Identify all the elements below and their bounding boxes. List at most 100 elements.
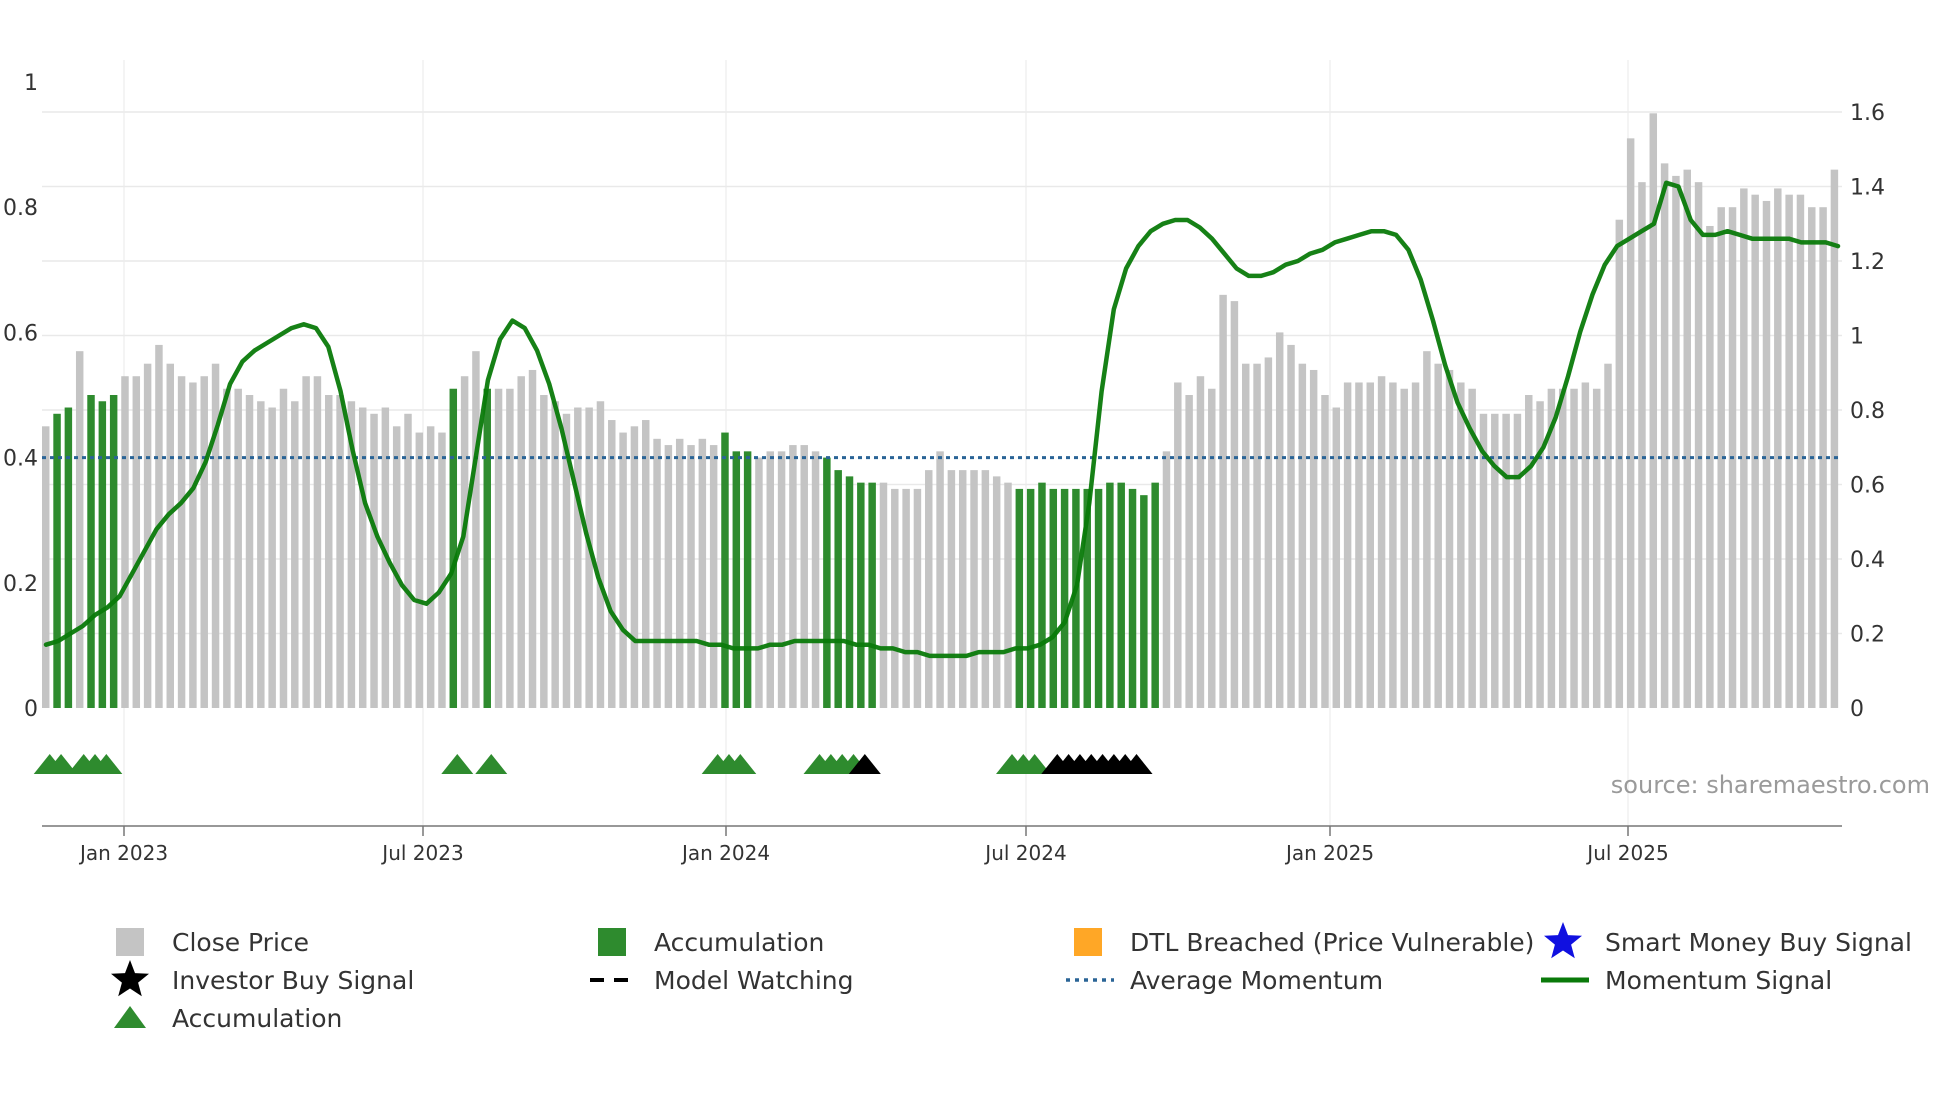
accumulation-bar <box>1094 488 1103 708</box>
source-label: source: sharemaestro.com <box>1611 771 1930 799</box>
signal-markers <box>33 754 1153 774</box>
close-price-bar <box>551 401 559 708</box>
close-price-bar <box>992 476 1001 708</box>
y-left-tick-label: 0 <box>24 697 38 722</box>
y-right-tick-label: 0.2 <box>1850 623 1885 648</box>
accumulation-bar <box>483 388 491 708</box>
accumulation-bar <box>1106 482 1114 708</box>
close-price-bar <box>211 363 220 708</box>
close-price-bar <box>1445 369 1454 708</box>
close-price-bar <box>1298 363 1307 708</box>
close-price-bar <box>143 363 152 708</box>
close-price-legend-swatch <box>116 928 144 956</box>
close-price-bar <box>1525 395 1533 708</box>
y-axis-right: 0 0.2 0.4 0.6 0.8 1 1.2 1.4 1.6 <box>1850 101 1885 722</box>
close-price-bar <box>1423 351 1431 708</box>
close-price-bar <box>506 388 514 708</box>
close-price-bar <box>925 470 933 708</box>
y-left-tick-label: 0.6 <box>3 321 38 346</box>
close-price-bar <box>291 401 299 708</box>
close-price-bar <box>1660 163 1669 708</box>
close-price-bar <box>1558 388 1567 708</box>
close-price-bar <box>709 445 718 708</box>
accumulation-bar <box>823 457 831 708</box>
close-price-bar <box>1389 382 1397 708</box>
close-price-bar <box>404 413 412 708</box>
close-price-bar <box>1479 413 1488 708</box>
close-price-bar <box>970 470 978 708</box>
accumulation-bar <box>743 451 752 708</box>
accumulation-bar <box>87 395 95 708</box>
close-price-bar <box>789 445 797 708</box>
close-price-bar <box>1275 332 1284 708</box>
close-price-bar <box>596 401 605 708</box>
close-price-bar <box>1513 413 1522 708</box>
close-price-bar <box>913 488 922 708</box>
close-price-bar <box>313 376 322 708</box>
momentum-signal-line <box>43 180 1841 659</box>
close-price-bar <box>223 388 231 708</box>
accumulation-triangle-icon <box>114 1006 146 1028</box>
close-price-bar <box>879 482 888 708</box>
y-right-tick-label: 0.6 <box>1850 474 1885 499</box>
close-price-bar <box>177 376 186 708</box>
close-price-bar <box>1592 388 1601 708</box>
close-price-bar <box>653 438 661 708</box>
accumulation-bar <box>1049 488 1058 708</box>
close-price-bar <box>1287 344 1295 708</box>
legend-label-smart_money: Smart Money Buy Signal <box>1605 928 1912 957</box>
close-price-bar <box>1649 113 1658 709</box>
close-price-bar <box>392 426 401 708</box>
close-price-bar <box>1694 182 1703 708</box>
close-price-bar <box>1774 188 1782 709</box>
close-price-bar <box>1185 395 1193 708</box>
y-right-tick-label: 1.6 <box>1850 101 1885 126</box>
close-price-bar <box>1762 200 1771 708</box>
y-left-tick-label: 0.2 <box>3 572 38 597</box>
close-price-bar <box>642 420 650 708</box>
accumulation-bar <box>1128 488 1137 708</box>
legend-label-momentum_signal: Momentum Signal <box>1605 966 1832 995</box>
accumulation-bar <box>834 470 842 708</box>
close-price-bar <box>1536 401 1544 708</box>
close-price-bar <box>1332 407 1341 708</box>
y-right-tick-label: 1 <box>1850 325 1864 350</box>
close-price-bar <box>1004 482 1012 708</box>
legend-label-accumulation_marker: Accumulation <box>172 1004 342 1033</box>
close-price-bar <box>1434 363 1442 708</box>
y-left-tick-label: 0.4 <box>3 447 38 472</box>
accumulation-bar <box>1060 488 1069 708</box>
accumulation-marker <box>1018 754 1051 774</box>
close-price-bar <box>1683 169 1691 708</box>
momentum-signal-path <box>43 180 1841 659</box>
close-price-bar <box>472 351 480 708</box>
x-tick-label: Jul 2024 <box>983 841 1066 865</box>
accumulation-bar <box>1026 488 1035 708</box>
accumulation-bar <box>1140 495 1148 708</box>
accumulation-legend-swatch <box>598 928 626 956</box>
close-price-bar <box>902 488 910 708</box>
close-price-bar <box>981 470 990 708</box>
close-price-bar <box>1830 169 1839 708</box>
accumulation-bar <box>732 451 741 708</box>
close-price-bar <box>608 420 616 708</box>
close-price-bar <box>1604 363 1612 708</box>
legend-label-model_watching: Model Watching <box>654 966 854 995</box>
close-price-bar <box>1343 382 1352 708</box>
close-price-bar <box>426 426 435 708</box>
close-price-bar <box>1242 363 1250 708</box>
legend-label-dtl_breached: DTL Breached (Price Vulnerable) <box>1130 928 1534 957</box>
close-price-bar <box>1819 207 1827 708</box>
close-price-bar <box>687 445 695 708</box>
close-price-bar <box>257 401 265 708</box>
accumulation-bar <box>1117 482 1125 708</box>
investor-buy-star-icon <box>111 960 149 997</box>
accumulation-bar <box>109 395 118 708</box>
investor-buy-marker <box>848 754 881 774</box>
close-price-bar <box>42 426 50 708</box>
close-price-bar <box>1230 301 1239 708</box>
close-price-bar <box>1468 388 1476 708</box>
y-left-tick-label: 0.8 <box>3 196 38 221</box>
legend-label-investor_buy: Investor Buy Signal <box>172 966 414 995</box>
y-axis-left: 0 0.2 0.4 0.6 0.8 1 <box>3 71 38 722</box>
